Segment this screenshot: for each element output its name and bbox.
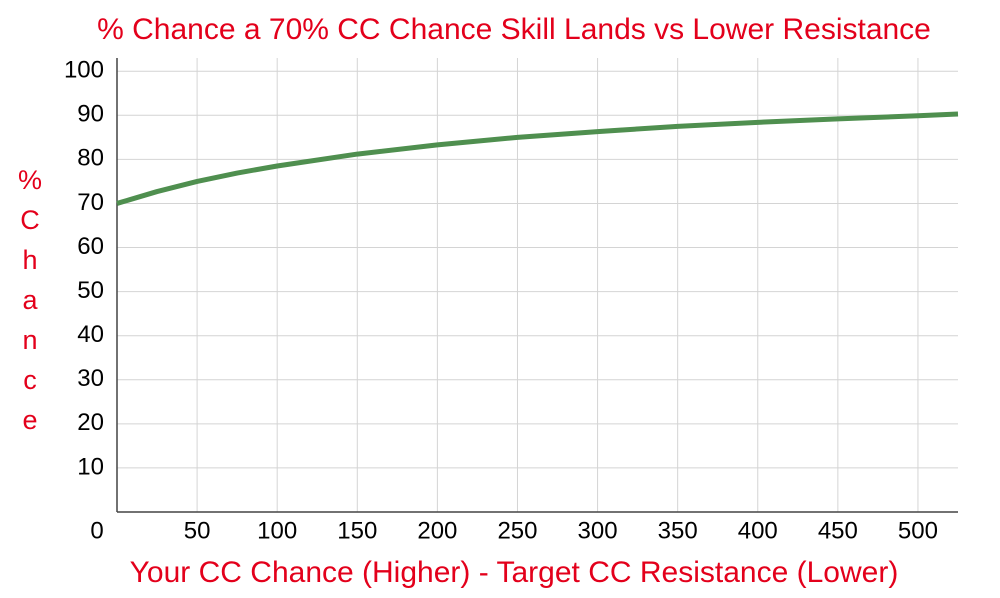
x-tick-label: 500 xyxy=(898,517,938,544)
y-axis-label: % Chance xyxy=(17,165,42,435)
data-line xyxy=(116,111,959,206)
x-tick-label: 400 xyxy=(738,517,778,544)
x-tick-label: 350 xyxy=(658,517,698,544)
x-tick-label: 250 xyxy=(497,517,537,544)
x-axis-label: Your CC Chance (Higher) - Target CC Resi… xyxy=(130,556,899,589)
y-tick-label: 40 xyxy=(77,321,104,348)
y-tick-label: 70 xyxy=(77,189,104,216)
x-tick-label: 100 xyxy=(257,517,297,544)
y-tick-label: 10 xyxy=(77,453,104,480)
x-tick-label: 450 xyxy=(818,517,858,544)
chart-title: % Chance a 70% CC Chance Skill Lands vs … xyxy=(97,13,931,46)
y-tick-label: 90 xyxy=(77,101,104,128)
y-tick-label: 30 xyxy=(77,365,104,392)
y-tick-label: 20 xyxy=(77,409,104,436)
x-tick-label: 0 xyxy=(90,517,103,544)
y-tick-label: 50 xyxy=(77,277,104,304)
x-tick-label: 50 xyxy=(184,517,211,544)
x-tick-label: 200 xyxy=(417,517,457,544)
y-tick-label: 80 xyxy=(77,145,104,172)
plot-area xyxy=(117,58,958,512)
y-tick-label: 100 xyxy=(64,57,104,84)
x-tick-label: 150 xyxy=(337,517,377,544)
y-tick-label: 60 xyxy=(77,233,104,260)
x-tick-label: 300 xyxy=(578,517,618,544)
